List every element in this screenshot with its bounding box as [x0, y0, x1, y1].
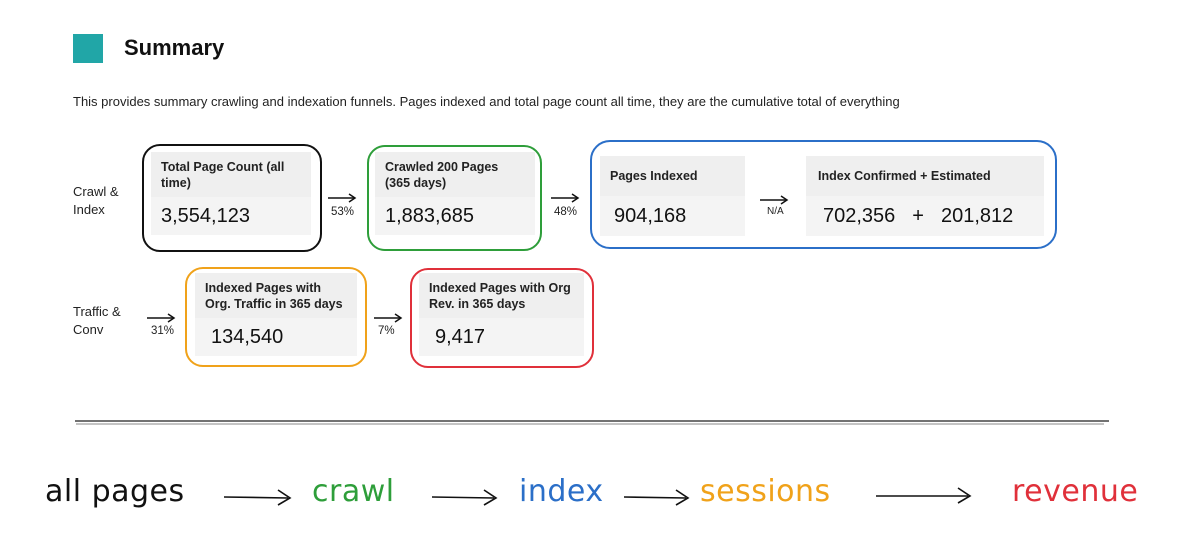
row-label-traffic-conv: Traffic & Conv [73, 304, 121, 337]
pct-to-indexed: 48% [554, 206, 578, 218]
indexed-value: 904,168 [600, 196, 745, 236]
pct-to-traffic: 31% [151, 325, 175, 337]
divider-line [75, 420, 1109, 425]
row-label-crawl-index: Crawl & Index [73, 184, 119, 217]
crawled-value: 1,883,685 [375, 197, 535, 235]
pct-to-crawled: 53% [331, 206, 355, 218]
indexed-card: Pages Indexed 904,168 [600, 156, 745, 236]
confirmed-value: 702,356 [823, 204, 896, 227]
total-pages-title: Total Page Count (all time) [151, 152, 311, 197]
title-accent-square [73, 34, 103, 63]
total-pages-frame [142, 144, 322, 252]
hand-sessions: sessions [700, 474, 831, 509]
hand-crawl: crawl [312, 474, 395, 509]
hand-index: index [519, 474, 604, 509]
revenue-value: 9,417 [419, 318, 584, 356]
arrow-right-icon [374, 313, 403, 323]
total-pages-value: 3,554,123 [151, 197, 311, 235]
pct-to-revenue: 7% [378, 325, 395, 337]
pct-to-confirmed: N/A [767, 206, 784, 217]
crawled-title: Crawled 200 Pages (365 days) [375, 152, 535, 197]
revenue-title: Indexed Pages with Org Rev. in 365 days [419, 273, 584, 318]
hand-arrow-icon [223, 489, 292, 506]
hand-revenue: revenue [1012, 474, 1139, 509]
arrow-right-icon [760, 195, 789, 205]
traffic-card: Indexed Pages with Org. Traffic in 365 d… [195, 273, 357, 356]
indexed-frame [590, 140, 1057, 249]
confirmed-title: Index Confirmed + Estimated [806, 156, 1044, 196]
crawled-card: Crawled 200 Pages (365 days) 1,883,685 [375, 152, 535, 235]
hand-all-pages: all pages [45, 474, 185, 509]
page-description: This provides summary crawling and index… [73, 94, 900, 109]
hand-arrow-icon [623, 489, 690, 506]
arrow-right-icon [328, 193, 357, 203]
arrow-right-icon [551, 193, 580, 203]
estimated-value: 201,812 [940, 204, 1014, 227]
hand-arrow-icon [431, 489, 498, 506]
indexed-title: Pages Indexed [600, 156, 745, 196]
crawled-frame [367, 145, 542, 251]
confirmed-card: Index Confirmed + Estimated 702,356 + 20… [806, 156, 1044, 236]
traffic-value: 134,540 [195, 318, 357, 356]
plus-sign: + [912, 204, 924, 227]
confirmed-values: 702,356 + 201,812 [806, 196, 1044, 236]
traffic-frame [185, 267, 367, 367]
revenue-frame [410, 268, 594, 368]
revenue-card: Indexed Pages with Org Rev. in 365 days … [419, 273, 584, 356]
arrow-right-icon [147, 313, 176, 323]
hand-arrow-icon [876, 487, 972, 504]
page-title: Summary [124, 35, 225, 60]
total-pages-card: Total Page Count (all time) 3,554,123 [151, 152, 311, 235]
traffic-title: Indexed Pages with Org. Traffic in 365 d… [195, 273, 357, 318]
